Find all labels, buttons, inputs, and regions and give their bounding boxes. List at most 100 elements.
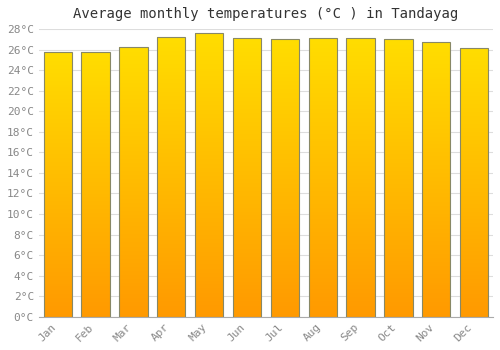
Bar: [270, 46, 299, 48]
Bar: [233, 166, 261, 168]
Bar: [82, 56, 110, 57]
Bar: [270, 161, 299, 163]
Bar: [82, 136, 110, 138]
Bar: [195, 131, 224, 132]
Bar: [346, 104, 375, 105]
Bar: [270, 128, 299, 130]
Bar: [460, 58, 488, 60]
Bar: [460, 123, 488, 124]
Bar: [82, 65, 110, 66]
Bar: [346, 132, 375, 133]
Bar: [270, 199, 299, 200]
Bar: [422, 294, 450, 295]
Bar: [233, 120, 261, 122]
Bar: [82, 227, 110, 228]
Bar: [195, 148, 224, 149]
Bar: [460, 140, 488, 142]
Bar: [233, 144, 261, 146]
Bar: [422, 93, 450, 95]
Bar: [384, 118, 412, 120]
Bar: [460, 250, 488, 251]
Bar: [422, 84, 450, 85]
Bar: [119, 313, 148, 314]
Bar: [460, 310, 488, 312]
Bar: [384, 157, 412, 159]
Bar: [422, 233, 450, 235]
Bar: [308, 230, 337, 232]
Bar: [270, 139, 299, 141]
Bar: [44, 160, 72, 162]
Bar: [422, 51, 450, 52]
Bar: [82, 231, 110, 232]
Bar: [233, 253, 261, 254]
Bar: [119, 148, 148, 149]
Bar: [422, 140, 450, 141]
Bar: [233, 96, 261, 97]
Bar: [384, 124, 412, 125]
Bar: [119, 87, 148, 89]
Bar: [308, 265, 337, 267]
Bar: [270, 300, 299, 302]
Bar: [346, 65, 375, 66]
Bar: [82, 240, 110, 241]
Bar: [195, 132, 224, 134]
Bar: [460, 102, 488, 103]
Bar: [233, 82, 261, 83]
Bar: [82, 167, 110, 168]
Bar: [195, 230, 224, 232]
Bar: [308, 183, 337, 184]
Bar: [157, 283, 186, 285]
Bar: [44, 110, 72, 111]
Bar: [346, 141, 375, 143]
Bar: [44, 282, 72, 284]
Bar: [119, 222, 148, 224]
Bar: [308, 146, 337, 147]
Bar: [308, 184, 337, 186]
Bar: [346, 193, 375, 194]
Bar: [119, 226, 148, 228]
Bar: [384, 56, 412, 57]
Bar: [233, 194, 261, 196]
Bar: [384, 92, 412, 93]
Bar: [460, 130, 488, 131]
Bar: [195, 176, 224, 178]
Bar: [308, 66, 337, 68]
Bar: [44, 64, 72, 65]
Bar: [384, 178, 412, 180]
Bar: [422, 185, 450, 187]
Bar: [82, 58, 110, 60]
Bar: [119, 72, 148, 74]
Bar: [195, 37, 224, 39]
Bar: [384, 185, 412, 187]
Bar: [460, 190, 488, 191]
Bar: [384, 216, 412, 217]
Bar: [82, 308, 110, 309]
Bar: [270, 121, 299, 122]
Bar: [422, 313, 450, 314]
Bar: [233, 251, 261, 253]
Bar: [460, 282, 488, 283]
Bar: [119, 298, 148, 299]
Bar: [346, 143, 375, 144]
Bar: [422, 236, 450, 237]
Bar: [308, 83, 337, 84]
Bar: [119, 301, 148, 302]
Bar: [195, 239, 224, 240]
Bar: [82, 264, 110, 265]
Bar: [233, 261, 261, 262]
Bar: [157, 183, 186, 184]
Bar: [422, 295, 450, 296]
Bar: [82, 84, 110, 85]
Bar: [346, 113, 375, 115]
Bar: [308, 253, 337, 254]
Bar: [422, 252, 450, 254]
Bar: [384, 79, 412, 81]
Bar: [233, 308, 261, 310]
Bar: [233, 288, 261, 289]
Bar: [346, 173, 375, 175]
Bar: [44, 234, 72, 236]
Bar: [195, 247, 224, 249]
Bar: [346, 225, 375, 226]
Bar: [233, 189, 261, 190]
Bar: [157, 64, 186, 65]
